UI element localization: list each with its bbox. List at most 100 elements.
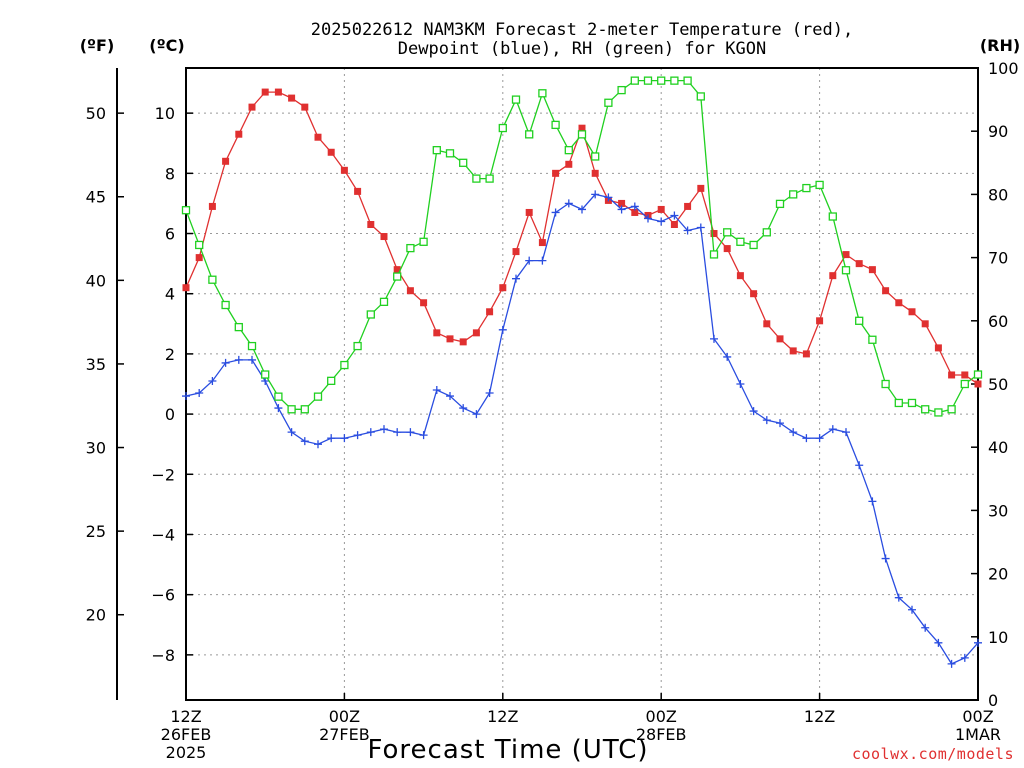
dewpoint-point (657, 217, 666, 226)
dewpoint-point (630, 202, 639, 211)
rh-point (775, 199, 785, 209)
temperature-point (789, 347, 797, 355)
temperature-point (895, 299, 903, 307)
c-tick-label: −4 (151, 525, 175, 544)
temperature-point (499, 284, 507, 292)
temperature-point (288, 94, 296, 102)
c-tick-label: 10 (155, 104, 175, 123)
rh-tick-label: 10 (988, 628, 1008, 647)
rh-point (313, 392, 323, 401)
rh-point (564, 146, 573, 155)
dewpoint-point (947, 659, 956, 668)
dewpoint-point (894, 593, 903, 602)
rh-tick-label: 100 (988, 59, 1019, 78)
f-tick-label: 30 (86, 439, 106, 458)
rh-point (736, 237, 745, 246)
rh-point (247, 341, 257, 351)
rh-point (538, 89, 547, 98)
rh-point (577, 130, 587, 139)
rh-point (379, 297, 389, 306)
temperature-point (684, 202, 692, 210)
dewpoint-point (406, 428, 415, 437)
temperature-point (354, 187, 362, 195)
rh-point (828, 212, 837, 221)
rh-tick-label: 60 (988, 312, 1008, 331)
temperature-point (816, 317, 824, 325)
dewpoint-point (696, 223, 705, 232)
temperature-point (723, 245, 731, 253)
dewpoint-point (736, 380, 745, 388)
rh-tick-label: 70 (988, 249, 1008, 268)
rh-tick-label: 40 (988, 438, 1008, 457)
rh-point (934, 408, 943, 417)
dewpoint-point (300, 437, 309, 446)
x-tick-label: 00Z (329, 707, 360, 726)
c-tick-label: −2 (151, 465, 175, 484)
x-tick-label: 2025 (166, 743, 207, 762)
temperature-point (948, 371, 956, 379)
c-tick-label: 0 (165, 405, 175, 424)
fahrenheit-unit-label: (ºF) (80, 36, 115, 55)
dewpoint-point (419, 431, 428, 440)
temperature-point (274, 88, 282, 96)
dewpoint-point (485, 389, 494, 398)
rh-point (551, 120, 560, 130)
temperature-point (406, 287, 414, 295)
dewpoint-point (749, 407, 758, 416)
temperature-point (446, 335, 454, 343)
temperature-point (420, 299, 428, 307)
rh-point (617, 85, 626, 95)
x-tick-label: 12Z (804, 707, 835, 726)
temperature-point (222, 157, 230, 165)
rh-point (643, 76, 653, 85)
c-tick-label: 6 (165, 225, 175, 244)
temperature-point (829, 272, 837, 280)
temperature-point (459, 338, 467, 346)
temperature-point (393, 266, 401, 274)
dewpoint-point (327, 434, 336, 443)
temperature-point (208, 202, 216, 210)
x-tick-label: 00Z (646, 707, 677, 726)
rh-point (591, 152, 600, 161)
rh-tick-label: 50 (988, 375, 1008, 394)
plot-frame (185, 67, 979, 701)
dewpoint-point (670, 211, 679, 220)
axes (116, 67, 979, 701)
rh-point (802, 183, 811, 193)
temperature-point (908, 308, 916, 316)
rh-tick-label: 20 (988, 565, 1008, 584)
temperature-point (763, 320, 771, 328)
rh-point (366, 310, 375, 319)
dewpoint-point (564, 199, 573, 208)
rh-point (511, 95, 521, 104)
temperature-point (301, 103, 309, 111)
dewpoint-point (274, 404, 283, 413)
temperature-point (657, 205, 665, 213)
dewpoint-point (842, 428, 850, 437)
temperature-point (182, 284, 190, 292)
dewpoint-point (432, 386, 441, 395)
temperature-point (882, 287, 890, 295)
temperature-point (750, 290, 758, 298)
credit-text: coolwx.com/models (852, 745, 1014, 763)
temperature-point (934, 344, 942, 352)
rh-tick-label: 90 (988, 122, 1008, 141)
dewpoint-point (644, 214, 652, 223)
f-tick-label: 45 (86, 188, 106, 207)
dewpoint-point (617, 205, 626, 214)
rh-point (881, 379, 890, 389)
rh-tick-label: 0 (988, 691, 998, 710)
dewpoint-point (234, 355, 243, 364)
temperature-point (538, 239, 546, 247)
temperature-point (591, 169, 599, 177)
temperature-point (472, 329, 480, 337)
dewpoint-point (314, 440, 322, 449)
rh-point (221, 300, 230, 310)
c-tick-label: −8 (151, 646, 175, 665)
dewpoint-point (446, 392, 454, 401)
f-tick-label: 20 (86, 606, 106, 625)
temperature-point (921, 320, 929, 328)
rh-point (657, 76, 666, 85)
x-tick-label: 28FEB (636, 725, 687, 744)
